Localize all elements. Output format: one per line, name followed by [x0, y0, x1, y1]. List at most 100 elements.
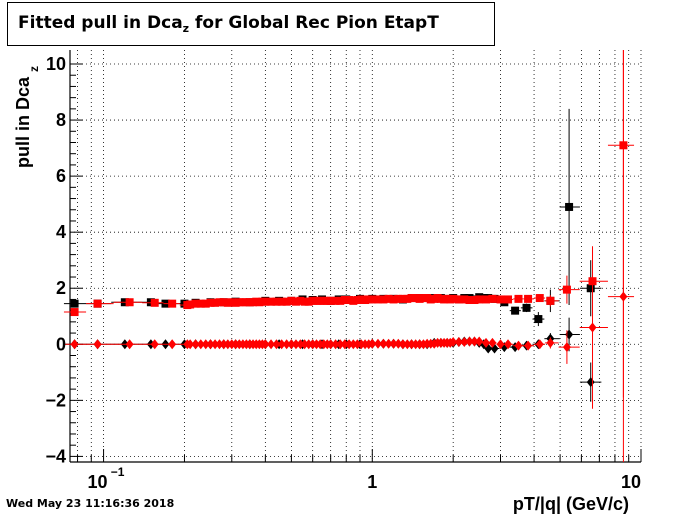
y-tick-label: 4: [56, 222, 66, 242]
data-point-diamond: [291, 339, 300, 350]
chart-title: Fitted pull in Dcaz for Global Rec Pion …: [7, 2, 495, 46]
series-1: [63, 317, 602, 402]
data-point-diamond: [535, 339, 544, 350]
data-point-square: [70, 308, 79, 317]
data-point-diamond: [496, 339, 505, 350]
data-point-diamond: [340, 339, 349, 350]
data-point-square: [291, 297, 300, 306]
data-point-square: [215, 298, 224, 307]
data-point-square: [267, 297, 276, 306]
data-point-square: [373, 295, 382, 304]
data-point-diamond: [546, 337, 555, 348]
y-tick-label: 2: [56, 278, 66, 298]
data-point-diamond: [588, 322, 597, 333]
data-point-diamond: [562, 342, 571, 353]
data-point-diamond: [150, 339, 159, 350]
data-point-diamond: [488, 337, 497, 348]
data-point-diamond: [565, 329, 574, 340]
data-point-square: [403, 294, 412, 303]
data-point-diamond: [394, 338, 403, 349]
data-point-square: [496, 295, 505, 304]
x-axis-title: pT/|q| (GeV/c): [513, 494, 629, 514]
data-point-square: [546, 296, 555, 305]
data-point-square: [482, 295, 491, 304]
y-tick-label: −4: [45, 446, 66, 466]
x-tick-label-exponent: −1: [111, 465, 125, 479]
data-point-diamond: [219, 339, 228, 350]
data-point-square: [384, 294, 393, 303]
data-point-diamond: [454, 337, 463, 348]
data-point-square: [272, 297, 281, 306]
data-point-square: [398, 294, 407, 303]
data-point-diamond: [282, 339, 291, 350]
data-point-square: [522, 303, 531, 312]
y-axis-title-subscript: z: [27, 66, 41, 72]
data-point-square: [449, 294, 458, 303]
data-point-diamond: [272, 339, 281, 350]
data-point-square: [460, 295, 469, 304]
data-point-square: [524, 294, 533, 303]
data-point-diamond: [277, 339, 286, 350]
data-point-diamond: [186, 339, 195, 350]
data-point-diamond: [504, 339, 513, 350]
data-point-square: [368, 295, 377, 304]
data-point-diamond: [619, 291, 628, 302]
data-point-diamond: [206, 339, 215, 350]
data-point-diamond: [349, 339, 358, 350]
y-tick-label: 8: [56, 110, 66, 130]
data-point-square: [407, 294, 416, 303]
data-point-square: [565, 202, 574, 211]
data-point-diamond: [261, 339, 270, 350]
axis-ticks: [70, 63, 642, 462]
data-point-square: [534, 315, 543, 324]
data-point-diamond: [514, 340, 523, 351]
data-point-square: [504, 295, 513, 304]
x-tick-label: 1: [367, 472, 377, 492]
data-point-square: [562, 285, 571, 294]
data-point-diamond: [345, 339, 354, 350]
data-point-square: [331, 296, 340, 305]
data-point-diamond: [403, 339, 412, 350]
data-point-square: [219, 298, 228, 307]
data-point-square: [186, 300, 195, 309]
data-point-diamond: [267, 339, 276, 350]
data-point-square: [488, 294, 497, 303]
data-point-diamond: [336, 339, 345, 350]
series-0: [63, 108, 602, 327]
data-point-square: [389, 295, 398, 304]
data-point-diamond: [465, 336, 474, 347]
data-point-diamond: [586, 377, 595, 388]
data-point-square: [196, 299, 205, 308]
data-point-square: [282, 297, 291, 306]
data-point-square: [211, 298, 220, 307]
data-point-diamond: [524, 340, 533, 351]
data-point-diamond: [93, 339, 102, 350]
data-point-square: [300, 297, 309, 306]
data-point-diamond: [196, 339, 205, 350]
data-point-diamond: [326, 339, 335, 350]
data-point-square: [125, 298, 134, 307]
data-point-diamond: [70, 339, 79, 350]
data-point-square: [535, 294, 544, 303]
data-point-square: [168, 299, 177, 308]
data-point-square: [150, 298, 159, 307]
data-point-square: [93, 299, 102, 308]
data-point-square: [296, 296, 305, 305]
data-point-square: [336, 296, 345, 305]
data-point-square: [70, 299, 79, 308]
chart-title-main: Fitted pull in Dca: [18, 13, 183, 33]
data-point-square: [394, 294, 403, 303]
data-point-diamond: [331, 339, 340, 350]
data-point-diamond: [470, 336, 479, 347]
data-point-diamond: [407, 339, 416, 350]
data-point-diamond: [460, 337, 469, 348]
chart-title-rest: for Global Rec Pion EtapT: [189, 13, 439, 33]
data-point-square: [465, 296, 474, 305]
data-point-diamond: [482, 337, 491, 348]
data-point-square: [277, 297, 286, 306]
data-point-diamond: [168, 339, 177, 350]
data-point-diamond: [475, 336, 484, 347]
data-point-square: [379, 295, 388, 304]
data-point-diamond: [201, 339, 210, 350]
